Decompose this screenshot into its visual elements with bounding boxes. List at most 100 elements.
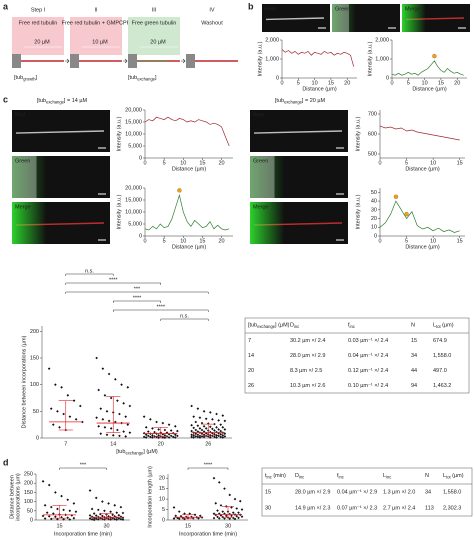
data-point [235, 507, 239, 510]
panel-label: c [3, 94, 8, 104]
x-tick-label: 7 [64, 441, 67, 447]
panel-label: d [3, 457, 9, 467]
data-point [101, 418, 105, 421]
data-point [74, 418, 78, 421]
x-tick-label: 15 [199, 238, 205, 244]
data-point [213, 429, 216, 432]
y-axis-label: incorporations (µm) [15, 473, 21, 521]
y-axis-label: Intensity (a.u.) [257, 41, 263, 76]
table-header: tinc (min) [265, 473, 286, 479]
data-point [151, 427, 154, 430]
data-point [96, 508, 100, 512]
data-point [146, 434, 150, 438]
data-point [109, 396, 113, 400]
table-cell: 10.3 µm ×/ 2.6 [290, 383, 325, 389]
data-point [52, 512, 55, 515]
significance-bracket [160, 318, 209, 321]
step-text: Washout [201, 20, 223, 26]
data-point [72, 399, 76, 402]
x-tick-label: 15 [185, 523, 191, 529]
data-point [214, 501, 218, 505]
step-arrow [65, 58, 70, 64]
table-header: Ltot (µm) [443, 473, 464, 479]
data-point [111, 513, 114, 517]
data-point [119, 505, 123, 509]
data-point [144, 426, 148, 429]
data-point [103, 394, 107, 397]
table-cell: 28.0 µm ×/ 2.9 [295, 489, 330, 495]
seed [70, 54, 79, 68]
x-tick-label: 15 [328, 80, 334, 86]
data-point [193, 513, 197, 517]
data-point [230, 506, 233, 509]
data-point [223, 428, 227, 431]
data-point [146, 430, 150, 433]
table-cell: 1,463.2 [433, 383, 451, 389]
solution-box [128, 17, 180, 55]
step-title: Step I [31, 7, 46, 13]
incorporation-marker [432, 54, 437, 59]
data-point [155, 420, 158, 424]
significance-label: **** [109, 277, 118, 283]
y-tick-label: 30 [371, 207, 377, 213]
growth-label: [tubgrowth] [14, 75, 38, 81]
data-point [197, 517, 200, 520]
data-point [194, 435, 198, 438]
data-point [62, 517, 65, 521]
data-point [107, 372, 111, 376]
data-point [212, 476, 216, 480]
data-point [107, 419, 111, 423]
table-frame [244, 317, 470, 394]
data-point [151, 434, 154, 437]
y-axis-label: Intensity (a.u.) [116, 116, 122, 151]
micrograph-green [250, 202, 348, 244]
x-tick-label: 0 [280, 80, 283, 86]
data-point [172, 517, 176, 520]
x-tick-label: 15 [457, 238, 463, 244]
data-point [216, 515, 219, 519]
data-point [114, 378, 117, 381]
data-point [172, 506, 176, 509]
text-part: L [383, 473, 386, 479]
data-point [221, 426, 225, 429]
text-part: (min) [272, 473, 286, 479]
y-tick-label: 5,000 [128, 143, 142, 149]
x-tick-label: 30 [103, 523, 109, 529]
data-point [118, 412, 121, 416]
data-point [109, 518, 112, 521]
data-point [99, 512, 102, 516]
incorporation-marker [404, 212, 409, 217]
y-tick-label: 0 [276, 75, 279, 81]
data-point [66, 516, 70, 520]
text-part: [tub [14, 75, 23, 81]
data-point [122, 402, 125, 405]
x-tick-label: 10 [430, 238, 436, 244]
panel-label: b [248, 1, 254, 11]
x-axis-label: Distance (µm) [172, 244, 207, 250]
text-part: ] = 20 µM [302, 98, 326, 104]
step-arrow [181, 58, 186, 64]
table-header: Ltot (µm) [433, 323, 454, 329]
text-part: inc [267, 475, 272, 480]
y-tick-label: 0 [162, 517, 165, 523]
data-point [120, 383, 123, 386]
data-point [111, 517, 114, 520]
data-point [202, 410, 206, 413]
data-point [144, 433, 148, 437]
x-tick-label: 5 [163, 238, 166, 244]
micrograph-gray [12, 156, 37, 198]
table-cell: 44 [411, 368, 417, 374]
y-tick-label: 150 [30, 355, 39, 361]
y-tick-label: 600 [368, 131, 377, 137]
image-label: Red [253, 112, 263, 118]
data-point [103, 509, 106, 513]
x-axis-label: Distance (µm) [412, 86, 447, 92]
data-point [56, 507, 59, 511]
data-point [114, 420, 117, 424]
data-point [113, 503, 117, 507]
data-point [217, 434, 220, 438]
data-point [62, 508, 65, 512]
y-tick-label: 1,000 [265, 56, 279, 62]
data-point [214, 513, 218, 517]
data-point [200, 432, 204, 436]
